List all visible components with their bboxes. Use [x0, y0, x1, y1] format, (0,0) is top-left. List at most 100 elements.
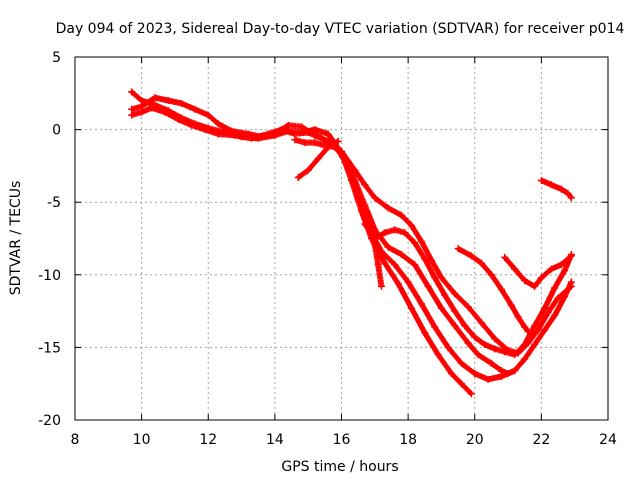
point-cluster: [479, 261, 494, 277]
point-cluster: [479, 320, 497, 341]
point-cluster: [316, 145, 331, 161]
point-cluster: [472, 335, 487, 347]
data-point: [524, 327, 532, 335]
y-tick-label: 5: [52, 50, 61, 66]
point-cluster: [532, 328, 547, 347]
point-cluster: [442, 293, 457, 313]
point-cluster: [456, 246, 474, 259]
point-cluster: [532, 275, 544, 289]
point-cluster: [392, 262, 411, 284]
point-cluster: [512, 267, 527, 283]
point-cluster: [422, 257, 438, 280]
point-cluster: [412, 241, 428, 261]
point-cluster: [532, 306, 547, 328]
point-cluster: [465, 341, 481, 357]
point-cluster: [556, 284, 574, 301]
point-cluster: [425, 284, 444, 310]
point-cluster: [552, 294, 568, 318]
point-cluster: [452, 323, 471, 345]
data-point: [567, 252, 575, 260]
point-cluster: [402, 230, 417, 245]
x-axis-label: GPS time / hours: [281, 459, 398, 475]
point-cluster: [466, 304, 484, 325]
x-tick-label: 8: [71, 432, 80, 448]
series-arc5: [361, 220, 575, 359]
x-tick-label: 20: [466, 432, 484, 448]
data-point: [338, 147, 345, 155]
point-cluster: [492, 336, 510, 353]
point-cluster: [542, 313, 557, 332]
point-cluster: [379, 249, 397, 267]
point-cluster: [486, 373, 504, 383]
point-cluster: [539, 266, 554, 280]
point-cluster: [399, 213, 414, 228]
point-cluster: [522, 342, 537, 361]
y-tick-label: -5: [47, 195, 61, 211]
point-cluster: [432, 275, 448, 297]
point-cluster: [166, 97, 184, 107]
data-point: [567, 282, 575, 290]
axis-ticks: 8 10 12 14 16 18 20 22 24 5 0 -5 -10 -15 -20: [38, 50, 617, 448]
series-arc10: [501, 252, 575, 290]
point-cluster: [535, 310, 551, 332]
y-tick-label: -20: [38, 413, 61, 429]
series-arc9: [454, 245, 532, 335]
point-cluster: [419, 302, 438, 329]
data-points: [128, 88, 575, 398]
x-tick-label: 12: [199, 432, 217, 448]
point-cluster: [473, 371, 490, 382]
point-cluster: [206, 113, 221, 126]
series-arc8: [291, 136, 345, 155]
y-tick-label: -15: [38, 340, 61, 356]
point-cluster: [489, 361, 504, 373]
point-cluster: [512, 342, 527, 357]
x-tick-label: 18: [399, 432, 417, 448]
point-cluster: [375, 263, 385, 288]
point-cluster: [129, 89, 144, 103]
data-point: [377, 282, 385, 290]
point-cluster: [372, 195, 391, 211]
point-cluster: [446, 345, 464, 366]
point-cluster: [339, 149, 357, 173]
point-cluster: [163, 109, 181, 122]
series-arc2: [128, 94, 575, 383]
point-cluster: [459, 361, 477, 376]
point-cluster: [382, 261, 401, 286]
chart-title: Day 094 of 2023, Sidereal Day-to-day VTE…: [56, 21, 625, 37]
point-cluster: [462, 323, 477, 340]
y-tick-label: 0: [52, 123, 61, 139]
series-arc7: [294, 137, 342, 182]
point-cluster: [449, 371, 464, 386]
point-cluster: [399, 252, 417, 267]
data-point: [467, 390, 475, 398]
point-cluster: [552, 268, 567, 290]
point-cluster: [386, 244, 404, 257]
point-cluster: [362, 182, 377, 200]
point-cluster: [422, 331, 441, 357]
point-cluster: [435, 352, 454, 376]
point-cluster: [559, 253, 574, 267]
series-arc6: [354, 191, 385, 290]
y-tick-label: -10: [38, 268, 61, 284]
point-cluster: [139, 95, 157, 109]
series-arc11: [537, 176, 575, 202]
point-cluster: [439, 275, 457, 296]
point-cluster: [489, 273, 504, 292]
point-cluster: [522, 325, 531, 334]
point-cluster: [386, 205, 404, 218]
point-cluster: [409, 223, 424, 244]
x-tick-label: 16: [333, 432, 351, 448]
y-axis-label: SDTVAR / TECUs: [8, 181, 24, 296]
point-cluster: [439, 306, 457, 328]
x-tick-label: 10: [133, 432, 151, 448]
point-cluster: [429, 258, 444, 280]
point-cluster: [216, 121, 234, 134]
point-cluster: [542, 286, 558, 310]
data-point: [334, 137, 342, 145]
point-cluster: [565, 191, 574, 200]
point-cluster: [502, 255, 517, 271]
point-cluster: [405, 280, 424, 306]
data-point: [567, 194, 575, 202]
grid-lines: [75, 57, 608, 420]
